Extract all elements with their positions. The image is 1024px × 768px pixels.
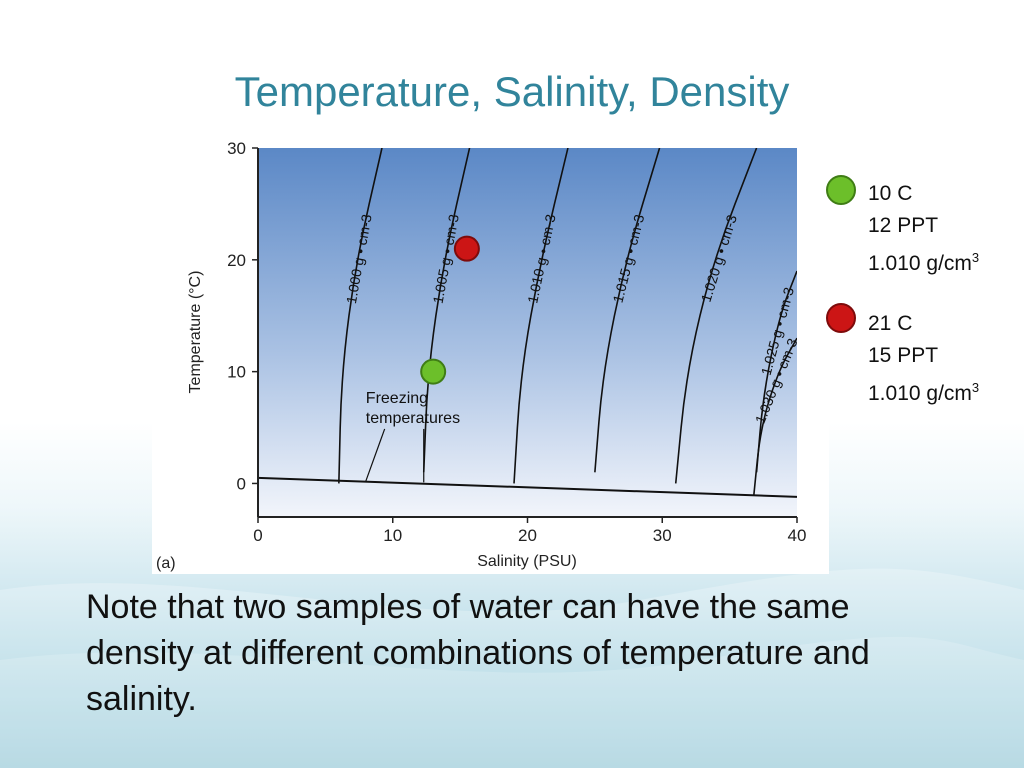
red-sample-marker	[826, 303, 856, 333]
isopycnal-line-4	[594, 148, 661, 473]
isopycnal-line-3	[513, 148, 569, 484]
green-sample-density: 1.010 g/cm3	[868, 250, 980, 275]
x-tick-label: 20	[518, 526, 537, 545]
density-chart: 1.000 g • cm-3 1.005 g • cm-3 1.010 g • cm…	[152, 136, 829, 574]
isopycnal-line-7	[753, 337, 797, 495]
sample-marker-red	[453, 235, 480, 262]
red-sample-density: 1.010 g/cm3	[868, 380, 980, 405]
green-sample-marker	[826, 175, 856, 205]
y-tick-label: 10	[227, 363, 246, 382]
sample-marker-green	[420, 358, 447, 385]
freezing-label-line-1: Freezing	[366, 390, 428, 407]
x-tick-label: 0	[253, 526, 262, 545]
freezing-line	[258, 476, 797, 498]
isopycnal-line-5	[674, 148, 758, 484]
red-sample-temperature: 21 C	[868, 312, 913, 335]
green-sample-temperature: 10 C	[868, 182, 913, 205]
red-sample-salinity: 15 PPT	[868, 344, 939, 367]
x-axis-label: Salinity (PSU)	[477, 553, 577, 570]
y-axis-label: Temperature (°C)	[187, 271, 204, 394]
freezing-label-line-2: temperatures	[366, 410, 460, 427]
isopycnal-line-2	[422, 148, 471, 473]
x-tick-label: 10	[383, 526, 402, 545]
y-tick-label: 20	[227, 251, 246, 270]
slide-title: Temperature, Salinity, Density	[234, 68, 790, 115]
freezing-leader-line	[365, 428, 386, 482]
green-sample-salinity: 12 PPT	[868, 214, 939, 237]
panel-label: (a)	[156, 555, 176, 572]
chart-canvas: 1.000 g • cm-3 1.005 g • cm-3 1.010 g • cm…	[156, 139, 807, 572]
x-tick-label: 30	[653, 526, 672, 545]
x-tick-label: 40	[788, 526, 807, 545]
y-tick-label: 0	[237, 474, 246, 493]
y-tick-label: 30	[227, 139, 246, 158]
note-text: Note that two samples of water can have …	[86, 588, 870, 718]
isopycnal-line-1	[338, 148, 383, 484]
